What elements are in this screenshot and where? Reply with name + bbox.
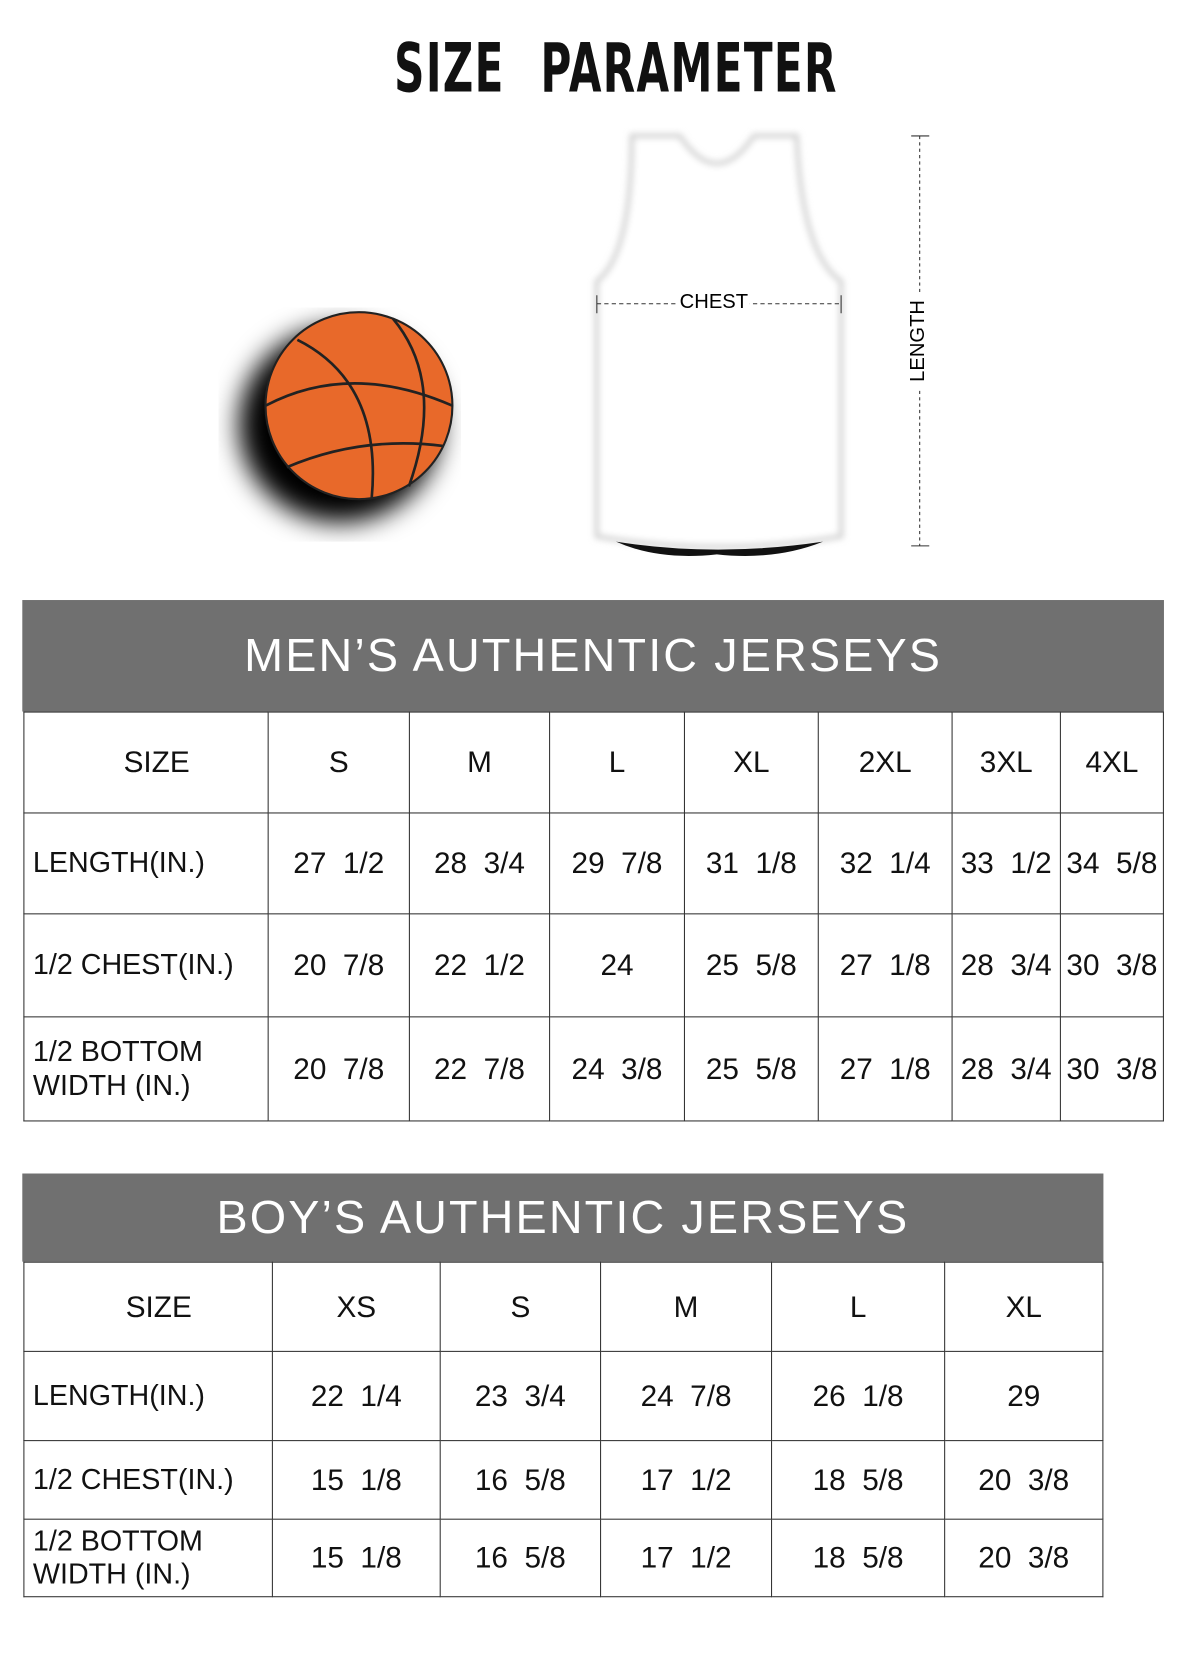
measurement-cell: 20 7/8 xyxy=(267,913,410,1018)
measurement-cell: 29 xyxy=(944,1350,1104,1442)
page-title: SIZE PARAMETER xyxy=(394,29,838,109)
measurement-cell: 15 1/8 xyxy=(271,1518,441,1598)
measurement-cell: 16 5/8 xyxy=(439,1440,602,1520)
table-row: 1/2 CHEST(IN.) 20 7/8 22 1/2 24 25 5/8 27 1/8… xyxy=(23,913,1164,1018)
measurement-cell: 24 xyxy=(549,913,685,1018)
measurement-cell: 32 1/4 xyxy=(817,812,953,915)
measurement-cell: 29 7/8 xyxy=(549,812,685,915)
measurement-cell: 18 5/8 xyxy=(771,1440,946,1520)
length-label: LENGTH xyxy=(906,293,931,389)
measurement-cell: 20 3/8 xyxy=(944,1518,1104,1598)
table-row: 1/2 BOTTOM WIDTH (IN.) 15 1/8 16 5/8 17 1/2… xyxy=(23,1518,1104,1598)
measurement-cell: 17 1/2 xyxy=(600,1440,773,1520)
size-header-3xl: 3XL xyxy=(951,711,1061,814)
measurement-cell: 30 3/8 xyxy=(1059,1016,1164,1122)
boys-header-row: SIZE XS S M L XL xyxy=(23,1261,1104,1352)
boys-size-table: SIZE XS S M L XL LENGTH(IN.) 22 1/4 23 3/4 24 7/… xyxy=(23,1261,1104,1598)
size-header-l: L xyxy=(549,711,685,814)
size-header-m: M xyxy=(408,711,551,814)
row-label: 1/2 CHEST(IN.) xyxy=(23,913,269,1018)
measurement-cell: 17 1/2 xyxy=(600,1518,773,1598)
chest-label: CHEST xyxy=(677,290,751,315)
size-header-xl: XL xyxy=(683,711,819,814)
size-column-header: SIZE xyxy=(23,711,269,814)
measurement-cell: 20 3/8 xyxy=(944,1440,1104,1520)
measurement-cell: 28 3/4 xyxy=(951,913,1061,1018)
table-row: 1/2 CHEST(IN.) 15 1/8 16 5/8 17 1/2 18 5/8 20… xyxy=(23,1440,1104,1520)
measurement-cell: 30 3/8 xyxy=(1059,913,1164,1018)
measurement-cell: 22 1/2 xyxy=(408,913,551,1018)
measurement-cell: 23 3/4 xyxy=(439,1350,602,1442)
measurement-cell: 34 5/8 xyxy=(1059,812,1164,915)
measurement-cell: 27 1/8 xyxy=(817,913,953,1018)
boys-table-heading: BOY’S AUTHENTIC JERSEYS xyxy=(22,1173,1104,1262)
men-size-table: SIZE S M L XL 2XL 3XL 4XL LENGTH(IN.) 27 1/2 28 3… xyxy=(23,711,1164,1122)
measurement-cell: 28 3/4 xyxy=(951,1016,1061,1122)
men-table-heading: MEN’S AUTHENTIC JERSEYS xyxy=(22,600,1164,712)
row-label: LENGTH(IN.) xyxy=(23,1350,273,1442)
measurement-cell: 26 1/8 xyxy=(771,1350,946,1442)
measurement-cell: 22 1/4 xyxy=(271,1350,441,1442)
measurement-cell: 28 3/4 xyxy=(408,812,551,915)
measurement-cell: 27 1/2 xyxy=(267,812,410,915)
size-header-xl: XL xyxy=(944,1261,1104,1352)
size-column-header: SIZE xyxy=(23,1261,273,1352)
row-label: LENGTH(IN.) xyxy=(23,812,269,915)
size-header-4xl: 4XL xyxy=(1059,711,1164,814)
table-row: LENGTH(IN.) 22 1/4 23 3/4 24 7/8 26 1/8 29 xyxy=(23,1350,1104,1442)
measurement-cell: 24 3/8 xyxy=(549,1016,685,1122)
size-header-m: M xyxy=(600,1261,773,1352)
table-row: LENGTH(IN.) 27 1/2 28 3/4 29 7/8 31 1/8 32 1/… xyxy=(23,812,1164,915)
size-header-s: S xyxy=(267,711,410,814)
men-header-row: SIZE S M L XL 2XL 3XL 4XL xyxy=(23,711,1164,814)
measurement-cell: 25 5/8 xyxy=(683,1016,819,1122)
measurement-cell: 18 5/8 xyxy=(771,1518,946,1598)
table-row: 1/2 BOTTOM WIDTH (IN.) 20 7/8 22 7/8 24 3/8… xyxy=(23,1016,1164,1122)
row-label: 1/2 BOTTOM WIDTH (IN.) xyxy=(23,1518,273,1598)
size-header-s: S xyxy=(439,1261,602,1352)
jersey-icon xyxy=(594,133,844,556)
measurement-cell: 16 5/8 xyxy=(439,1518,602,1598)
measurement-cell: 15 1/8 xyxy=(271,1440,441,1520)
basketball-icon xyxy=(238,311,454,523)
measurement-cell: 27 1/8 xyxy=(817,1016,953,1122)
measurement-cell: 20 7/8 xyxy=(267,1016,410,1122)
measurement-cell: 25 5/8 xyxy=(683,913,819,1018)
measurement-cell: 31 1/8 xyxy=(683,812,819,915)
measurement-cell: 22 7/8 xyxy=(408,1016,551,1122)
measurement-cell: 33 1/2 xyxy=(951,812,1061,915)
row-label: 1/2 BOTTOM WIDTH (IN.) xyxy=(23,1016,269,1122)
measurement-cell: 24 7/8 xyxy=(600,1350,773,1442)
row-label: 1/2 CHEST(IN.) xyxy=(23,1440,273,1520)
size-header-l: L xyxy=(771,1261,946,1352)
size-header-2xl: 2XL xyxy=(817,711,953,814)
size-header-xs: XS xyxy=(271,1261,441,1352)
